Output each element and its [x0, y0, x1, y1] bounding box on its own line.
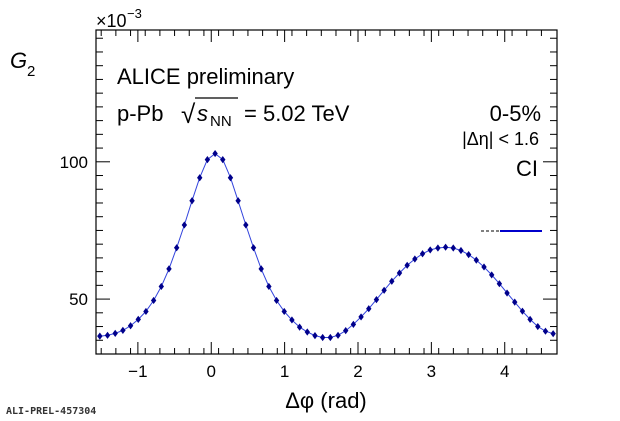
- data-point: [527, 315, 533, 324]
- data-point: [496, 280, 503, 288]
- data-point: [550, 330, 556, 338]
- data-point: [104, 331, 111, 339]
- data-point: [396, 269, 403, 277]
- data-point: [173, 244, 180, 252]
- data-point: [450, 244, 456, 252]
- charge-label: CI: [516, 156, 538, 181]
- data-point: [427, 246, 433, 254]
- data-point: [389, 277, 395, 285]
- data-point: [473, 256, 480, 264]
- y-tick-label: 100: [60, 153, 88, 172]
- data-point: [212, 149, 218, 158]
- data-point: [358, 313, 364, 321]
- data-point: [266, 282, 272, 291]
- data-point: [412, 255, 418, 263]
- data-point: [143, 307, 149, 316]
- data-point: [181, 221, 188, 229]
- centrality-label: 0-5%: [490, 101, 541, 126]
- data-point: [419, 250, 426, 258]
- data-point: [327, 333, 334, 342]
- data-point: [296, 323, 303, 331]
- sqrt-symbol: √: [181, 99, 196, 129]
- data-point: [458, 246, 464, 255]
- y-tick-label: 50: [69, 290, 88, 309]
- data-point: [504, 289, 510, 297]
- sqrt-subscript: NN: [210, 113, 232, 130]
- data-point: [319, 333, 326, 342]
- data-point: [312, 332, 318, 340]
- data-point: [235, 197, 241, 205]
- data-point: [535, 322, 541, 331]
- data-point: [481, 263, 487, 271]
- data-point: [404, 261, 410, 269]
- x-tick-label: 4: [500, 362, 509, 381]
- data-point: [120, 326, 126, 334]
- data-point: [304, 328, 310, 336]
- data-point: [243, 221, 249, 229]
- data-point: [542, 327, 549, 335]
- y-exponent-label: ×10: [96, 11, 127, 31]
- data-point: [166, 265, 172, 273]
- y-axis-label-subscript: 2: [27, 63, 35, 80]
- watermark: ALI-PREL-457304: [6, 406, 96, 417]
- data-point: [227, 174, 234, 182]
- data-point: [127, 322, 134, 330]
- data-point: [442, 243, 449, 251]
- data-point: [189, 197, 195, 205]
- data-point: [250, 244, 257, 252]
- sqrt-variable: s: [197, 101, 208, 126]
- data-point: [135, 315, 141, 324]
- data-point: [488, 271, 495, 279]
- y-axis-label: G: [10, 48, 27, 73]
- data-point: [350, 320, 357, 328]
- plot-frame: [95, 29, 558, 355]
- x-tick-label: 2: [353, 362, 362, 381]
- x-tick-label: 0: [207, 362, 216, 381]
- data-point: [289, 316, 295, 324]
- x-axis-label: Δφ (rad): [285, 388, 367, 413]
- data-point: [465, 251, 472, 259]
- experiment-label: ALICE preliminary: [117, 64, 294, 89]
- data-point: [381, 286, 387, 294]
- data-point: [150, 296, 157, 305]
- x-tick-label: 3: [427, 362, 436, 381]
- y-exponent-power: −3: [127, 6, 142, 21]
- series-line: [99, 152, 554, 338]
- eta-cut-label: |Δη| < 1.6: [462, 129, 539, 149]
- system-prefix-label: p-Pb: [117, 101, 163, 126]
- data-point: [220, 156, 226, 164]
- data-point: [112, 329, 118, 338]
- data-point: [335, 331, 341, 339]
- data-point: [281, 307, 287, 316]
- data-point: [366, 305, 372, 313]
- data-point: [519, 307, 526, 315]
- data-point: [197, 174, 203, 182]
- data-point: [158, 282, 165, 291]
- data-point: [204, 156, 211, 164]
- data-point: [373, 296, 380, 304]
- x-tick-label: 1: [280, 362, 289, 381]
- energy-label: = 5.02 TeV: [244, 101, 350, 126]
- x-tick-label: −1: [128, 362, 147, 381]
- data-point: [273, 296, 280, 305]
- data-point: [258, 265, 264, 273]
- data-point: [512, 298, 518, 306]
- data-point: [97, 332, 103, 340]
- data-point: [435, 244, 441, 252]
- data-point: [343, 327, 349, 335]
